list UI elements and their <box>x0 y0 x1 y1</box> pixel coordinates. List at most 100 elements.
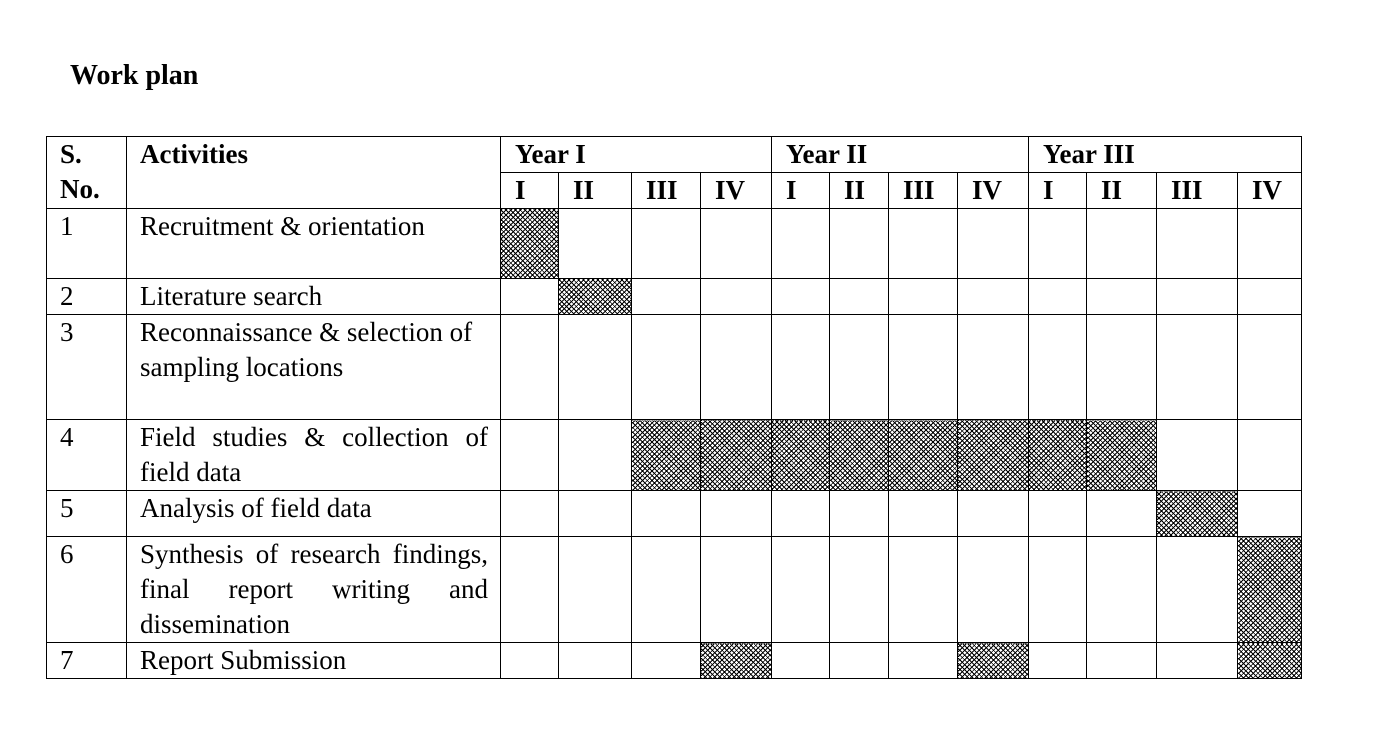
period-cell <box>500 536 559 643</box>
period-cell <box>700 208 772 279</box>
period-cell <box>500 314 559 420</box>
period-cell <box>558 208 632 279</box>
header-year-3: Year III <box>1028 136 1302 173</box>
period-cell <box>558 419 632 491</box>
period-cell <box>700 490 772 537</box>
table-row: 1 Recruitment & orientation <box>46 208 1302 279</box>
period-cell <box>771 490 830 537</box>
quarter-header-y1-q3: III <box>631 172 701 209</box>
period-cell <box>1028 490 1087 537</box>
active-period-cell <box>500 208 559 279</box>
active-period-cell <box>771 419 830 491</box>
period-cell <box>500 419 559 491</box>
row-activity: Analysis of field data <box>126 490 501 537</box>
period-cell <box>1028 208 1087 279</box>
period-cell <box>1156 536 1238 643</box>
period-cell <box>1237 278 1302 315</box>
period-cell <box>888 208 958 279</box>
row-activity: Recruitment & orientation <box>126 208 501 279</box>
header-sno: S. No. <box>46 136 127 209</box>
period-cell <box>700 536 772 643</box>
quarter-header-y3-q4: IV <box>1237 172 1302 209</box>
table-row: 2 Literature search <box>46 278 1302 315</box>
period-cell <box>1086 536 1157 643</box>
quarter-header-y2-q2: II <box>829 172 889 209</box>
period-cell <box>1156 642 1238 679</box>
period-cell <box>500 642 559 679</box>
active-period-cell <box>1028 419 1087 491</box>
period-cell <box>957 490 1029 537</box>
period-cell <box>829 314 889 420</box>
period-cell <box>631 642 701 679</box>
quarter-header-y2-q4: IV <box>957 172 1029 209</box>
active-period-cell <box>829 419 889 491</box>
period-cell <box>957 536 1029 643</box>
row-number: 7 <box>46 642 127 679</box>
header-sno-line1: S. <box>60 139 82 169</box>
period-cell <box>558 490 632 537</box>
period-cell <box>771 208 830 279</box>
period-cell <box>888 536 958 643</box>
period-cell <box>1156 208 1238 279</box>
period-cell <box>829 208 889 279</box>
work-plan-body: 1 Recruitment & orientation 2 Literature se… <box>46 208 1302 679</box>
row-number: 2 <box>46 278 127 315</box>
period-cell <box>558 314 632 420</box>
period-cell <box>1156 314 1238 420</box>
quarter-header-y3-q2: II <box>1086 172 1157 209</box>
quarter-header-y2-q3: III <box>888 172 958 209</box>
row-number: 5 <box>46 490 127 537</box>
row-number: 1 <box>46 208 127 279</box>
period-cell <box>500 278 559 315</box>
period-cell <box>631 314 701 420</box>
header-activities: Activities <box>126 136 501 209</box>
active-period-cell <box>957 419 1029 491</box>
period-cell <box>888 278 958 315</box>
period-cell <box>631 208 701 279</box>
row-number: 4 <box>46 419 127 491</box>
period-cell <box>771 314 830 420</box>
period-cell <box>1028 314 1087 420</box>
period-cell <box>558 642 632 679</box>
active-period-cell <box>1086 419 1157 491</box>
row-number: 6 <box>46 536 127 643</box>
period-cell <box>1237 208 1302 279</box>
header-sno-line2: No. <box>60 174 100 204</box>
table-row: 4 Field studies & collection of field dat… <box>46 419 1302 491</box>
period-cell <box>1156 419 1238 491</box>
period-cell <box>1028 536 1087 643</box>
row-activity: Report Submission <box>126 642 501 679</box>
active-period-cell <box>888 419 958 491</box>
table-row: 5 Analysis of field data <box>46 490 1302 537</box>
header-year-2: Year II <box>771 136 1029 173</box>
active-period-cell <box>700 419 772 491</box>
quarter-header-y1-q1: I <box>500 172 559 209</box>
period-cell <box>631 278 701 315</box>
period-cell <box>1086 314 1157 420</box>
period-cell <box>1237 490 1302 537</box>
row-activity: Reconnaissance & selection of sampling l… <box>126 314 501 420</box>
row-activity: Field studies & collection of field data <box>126 419 501 491</box>
period-cell <box>888 642 958 679</box>
row-number: 3 <box>46 314 127 420</box>
row-activity: Synthesis of research findings, final re… <box>126 536 501 643</box>
period-cell <box>1237 419 1302 491</box>
period-cell <box>1028 642 1087 679</box>
period-cell <box>829 642 889 679</box>
period-cell <box>888 314 958 420</box>
period-cell <box>829 490 889 537</box>
quarter-header-y1-q2: II <box>558 172 632 209</box>
period-cell <box>1237 314 1302 420</box>
period-cell <box>1086 278 1157 315</box>
active-period-cell <box>1156 490 1238 537</box>
period-cell <box>888 490 958 537</box>
period-cell <box>1086 642 1157 679</box>
header-year-1: Year I <box>500 136 772 173</box>
period-cell <box>1028 278 1087 315</box>
page-title: Work plan <box>70 60 199 91</box>
active-period-cell <box>631 419 701 491</box>
quarter-header-y3-q3: III <box>1156 172 1238 209</box>
quarter-header-row: I II III IV I II III IV I II III IV <box>47 172 1302 209</box>
period-cell <box>1086 490 1157 537</box>
period-cell <box>771 642 830 679</box>
